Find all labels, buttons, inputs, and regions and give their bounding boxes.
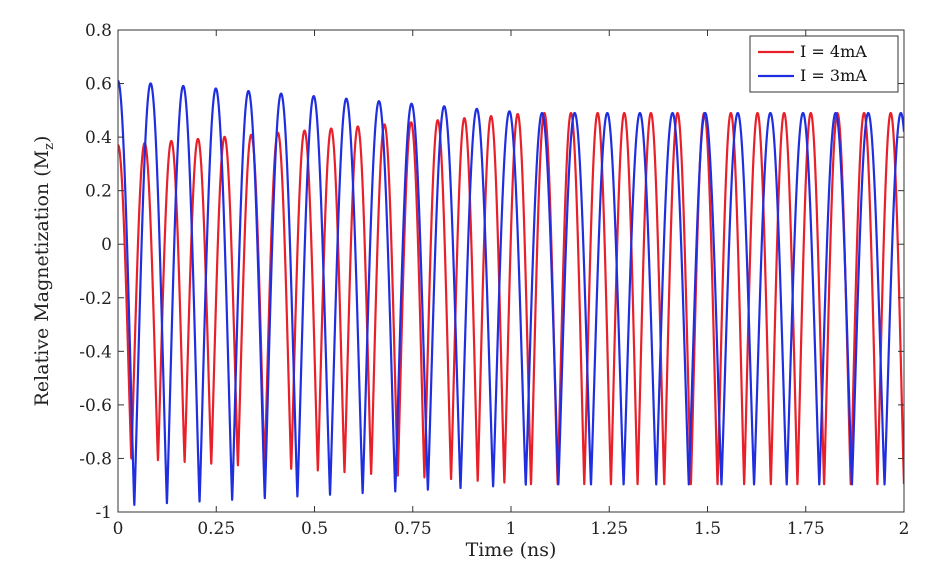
series-line-i-4ma <box>118 111 904 486</box>
x-tick-label: 0.75 <box>394 519 432 539</box>
y-tick-label: -1 <box>95 503 112 523</box>
y-tick-label: 0.2 <box>85 182 112 202</box>
y-tick-label: 0.8 <box>85 21 112 41</box>
x-tick-label: 1 <box>506 519 517 539</box>
y-tick-label: -0.8 <box>79 449 112 469</box>
y-axis-label: Relative Magnetization (Mz) <box>31 136 57 407</box>
legend-box <box>749 35 899 93</box>
y-tick-label: 0 <box>101 235 112 255</box>
x-tick-label: 0 <box>113 519 124 539</box>
y-axis-label-close: ) <box>31 136 53 143</box>
x-tick-label: 1.25 <box>590 519 628 539</box>
x-tick-label: 0.25 <box>197 519 235 539</box>
y-tick-label: 0.6 <box>85 75 112 95</box>
x-tick-label: 2 <box>899 519 910 539</box>
x-tick-label: 1.75 <box>787 519 825 539</box>
chart-ticks: 0 0.25 0.5 0.75 1 1.25 1.5 1.75 2 -1 -0.8 -0.6 -0.4 -… <box>79 21 909 539</box>
x-tick-label: 1.5 <box>694 519 721 539</box>
x-axis-label: Time (ns) <box>466 539 557 561</box>
y-tick-label: 0.4 <box>85 128 112 148</box>
y-tick-label: -0.6 <box>79 396 112 416</box>
legend-label-i-4ma: I = 4mA <box>800 42 867 61</box>
legend-label-i-3ma: I = 3mA <box>800 66 867 85</box>
chart-marks <box>118 79 904 506</box>
plot-frame <box>117 29 905 513</box>
legend: I = 4mA I = 3mA <box>749 35 899 93</box>
y-axis-label-subscript: z <box>42 143 57 150</box>
y-tick-label: -0.4 <box>79 342 112 362</box>
y-tick-label: -0.2 <box>79 289 112 309</box>
y-axis-label-main: Relative Magnetization (M <box>31 150 53 406</box>
x-tick-label: 0.5 <box>301 519 328 539</box>
series-line-i-3ma <box>118 79 904 506</box>
